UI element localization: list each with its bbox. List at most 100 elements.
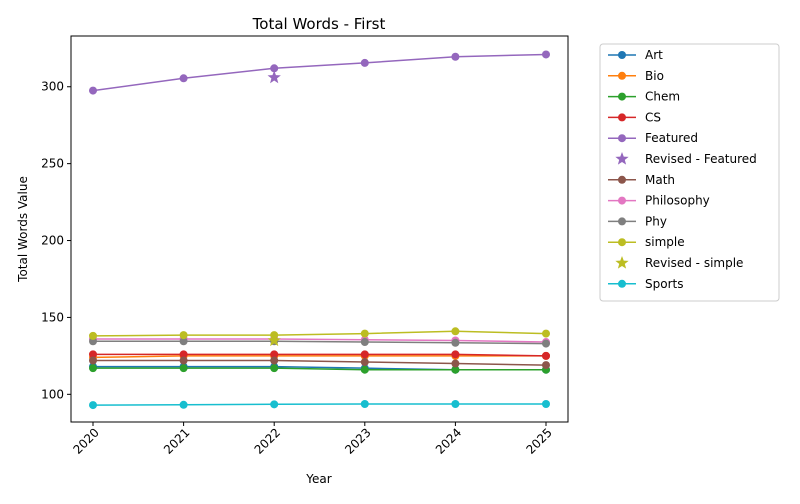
legend-marker (618, 217, 626, 226)
x-tick-label: 2024 (433, 425, 464, 456)
chart-title: Total Words - First (252, 15, 386, 33)
legend-item-sports: Sports (608, 277, 683, 291)
data-point-math (179, 356, 188, 365)
legend-label: Revised - simple (645, 256, 743, 270)
legend-frame (599, 43, 780, 302)
legend-star-marker (615, 152, 629, 165)
y-tick-label: 200 (41, 234, 64, 248)
y-tick-label: 250 (41, 157, 64, 171)
x-tick-label: 2023 (342, 425, 373, 456)
legend: Art Bio Chem CS Featured Revised - Featured Ma… (599, 43, 780, 302)
data-point-cs (179, 350, 188, 359)
series-featured (89, 50, 550, 95)
x-tick-label: 2022 (252, 425, 283, 456)
data-point-sports (89, 401, 97, 410)
legend-marker (618, 279, 626, 288)
x-tick-label: 2020 (70, 425, 101, 456)
data-point-cs (360, 350, 369, 359)
legend-star-marker (615, 256, 629, 269)
data-point-simple (89, 331, 97, 340)
data-point-featured (270, 64, 279, 73)
series-line-simple (92, 330, 547, 337)
data-point-math (89, 356, 97, 365)
data-point-phy (451, 338, 460, 347)
legend-marker (618, 113, 626, 122)
legend-label: Featured (645, 131, 698, 145)
series-line-cs (93, 353, 547, 357)
legend-item-simple: simple (608, 235, 685, 249)
legend-label: Bio (645, 69, 664, 83)
data-point-chem (89, 364, 97, 373)
legend-item-revised-featured: Revised - Featured (615, 152, 757, 166)
series-line-bio (92, 355, 546, 359)
revised-marker-revised-simple (267, 333, 281, 347)
plot-frame (70, 35, 569, 423)
data-point-chem (451, 365, 460, 374)
series-line-sports (92, 403, 546, 406)
x-tick-label: 2021 (161, 425, 192, 456)
legend-label: CS (645, 110, 661, 124)
data-point-math (360, 358, 369, 367)
data-point-sports (179, 400, 188, 409)
data-point-math (270, 356, 279, 365)
legend-label: Revised - Featured (645, 152, 757, 166)
revised-marker-revised-featured (267, 70, 281, 84)
data-point-simple (542, 329, 550, 338)
y-axis-label: Total Words Value (16, 176, 30, 283)
legend-marker (618, 92, 626, 101)
data-point-featured (451, 52, 460, 61)
legend-label: Philosophy (645, 194, 710, 208)
legend-marker (618, 134, 626, 143)
data-point-cs (542, 351, 550, 360)
data-point-sports (542, 400, 550, 409)
legend-label: Math (645, 173, 675, 187)
data-point-featured (360, 58, 369, 67)
data-point-phy (542, 339, 550, 348)
series-sports (89, 400, 550, 410)
x-axis-label: Year (305, 472, 331, 486)
data-point-featured (179, 74, 188, 83)
data-point-cs (89, 350, 97, 359)
legend-item-bio: Bio (608, 69, 664, 83)
data-point-phy (360, 338, 369, 347)
legend-item-revised-simple: Revised - simple (615, 256, 743, 270)
legend-label: Chem (645, 90, 680, 104)
legend-marker (618, 51, 626, 59)
series-line-phy (93, 340, 547, 345)
data-point-math (542, 361, 550, 370)
legend-item-chem: Chem (608, 90, 680, 104)
data-point-sports (360, 400, 369, 409)
legend-marker (618, 196, 626, 205)
legend-marker (618, 238, 626, 247)
data-point-sports (270, 400, 279, 409)
legend-item-art: Art (608, 48, 663, 62)
data-point-phy (179, 337, 188, 346)
legend-item-phy: Phy (608, 214, 667, 228)
y-tick-label: 300 (41, 80, 64, 94)
legend-item-cs: CS (608, 110, 661, 124)
data-point-simple (451, 327, 460, 336)
legend-marker (618, 175, 626, 184)
series-math (89, 356, 550, 370)
series-cs (89, 350, 550, 360)
y-tick-label: 150 (41, 310, 64, 324)
data-point-simple (360, 329, 369, 338)
data-point-cs (270, 350, 279, 359)
data-point-chem (179, 364, 188, 373)
legend-item-math: Math (608, 173, 675, 187)
y-tick-label: 100 (41, 387, 64, 401)
legend-label: Sports (645, 277, 683, 291)
data-point-cs (451, 350, 460, 359)
legend-label: simple (645, 235, 685, 249)
data-point-featured (89, 86, 97, 95)
data-point-chem (270, 364, 279, 373)
data-point-simple (179, 331, 188, 340)
data-point-chem (360, 365, 369, 374)
data-point-featured (542, 50, 550, 59)
data-point-sports (451, 400, 460, 409)
data-point-math (451, 359, 460, 368)
series-line-philosophy (93, 338, 547, 343)
series-line-featured (92, 53, 547, 92)
